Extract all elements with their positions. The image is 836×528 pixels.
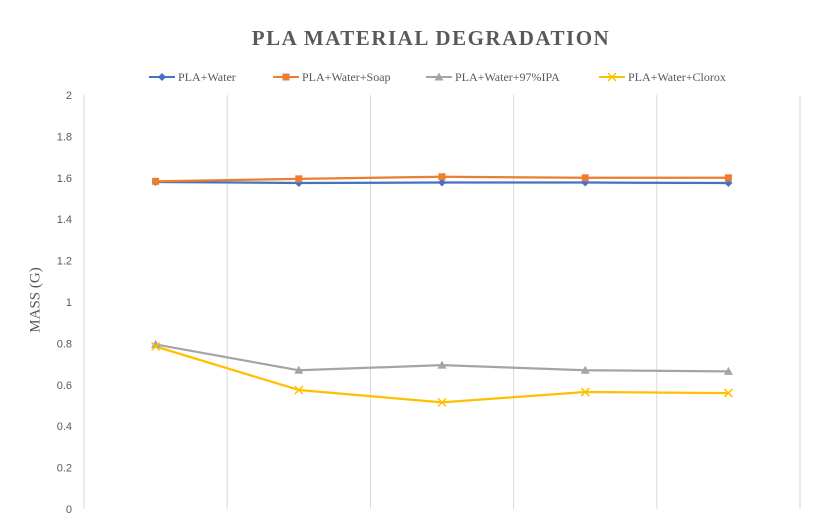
legend-label: PLA+Water+97%IPA — [455, 69, 560, 84]
y-tick-label: 0.8 — [57, 338, 72, 350]
legend-label: PLA+Water — [178, 69, 236, 84]
data-point — [151, 339, 161, 348]
y-tick-label: 1.4 — [57, 214, 72, 226]
data-point — [581, 174, 589, 182]
data-point — [723, 366, 733, 375]
y-tick-label: 0 — [66, 504, 72, 516]
gridlines — [83, 95, 801, 509]
legend-item: PLA+Water+97%IPA — [426, 69, 560, 85]
data-point — [437, 360, 447, 369]
data-point — [607, 72, 617, 82]
y-tick-label: 0.4 — [57, 421, 72, 433]
data-point — [295, 175, 303, 183]
legend-swatch — [426, 72, 452, 81]
series-line — [155, 345, 729, 404]
data-point — [152, 177, 160, 185]
legend-swatch — [149, 73, 175, 81]
data-point — [151, 341, 161, 352]
data-point — [724, 174, 732, 182]
series-markers — [151, 173, 733, 407]
legend-swatch — [599, 72, 625, 82]
data-point — [282, 73, 290, 81]
legend-item: PLA+Water — [149, 69, 236, 85]
y-tick-label: 1.8 — [57, 131, 72, 143]
legend-label: PLA+Water+Clorox — [628, 69, 726, 84]
y-tick-label: 1 — [66, 297, 72, 309]
y-axis-ticks: 0 0.2 0.4 0.6 0.8 1 1.2 1.4 1.6 1.8 2 — [57, 90, 72, 516]
data-point — [723, 388, 733, 398]
y-tick-label: 0.6 — [57, 380, 72, 392]
data-point — [434, 72, 444, 81]
data-point — [294, 365, 304, 374]
data-point — [294, 385, 304, 395]
y-tick-label: 1.2 — [57, 256, 72, 268]
data-point — [438, 178, 446, 187]
y-tick-label: 1.6 — [57, 173, 72, 185]
y-tick-label: 2 — [66, 90, 72, 102]
legend-label: PLA+Water+Soap — [302, 69, 391, 84]
y-tick-label: 0.2 — [57, 463, 72, 475]
data-point — [437, 397, 447, 407]
chart-title: PLA MATERIAL DEGRADATION — [251, 26, 611, 50]
legend-item: PLA+Water+Clorox — [599, 69, 726, 85]
legend-swatch — [273, 73, 299, 81]
data-point — [438, 173, 446, 181]
data-point — [158, 73, 166, 81]
data-point — [580, 365, 590, 374]
legend-item: PLA+Water+Soap — [273, 69, 391, 85]
data-point — [580, 387, 590, 397]
